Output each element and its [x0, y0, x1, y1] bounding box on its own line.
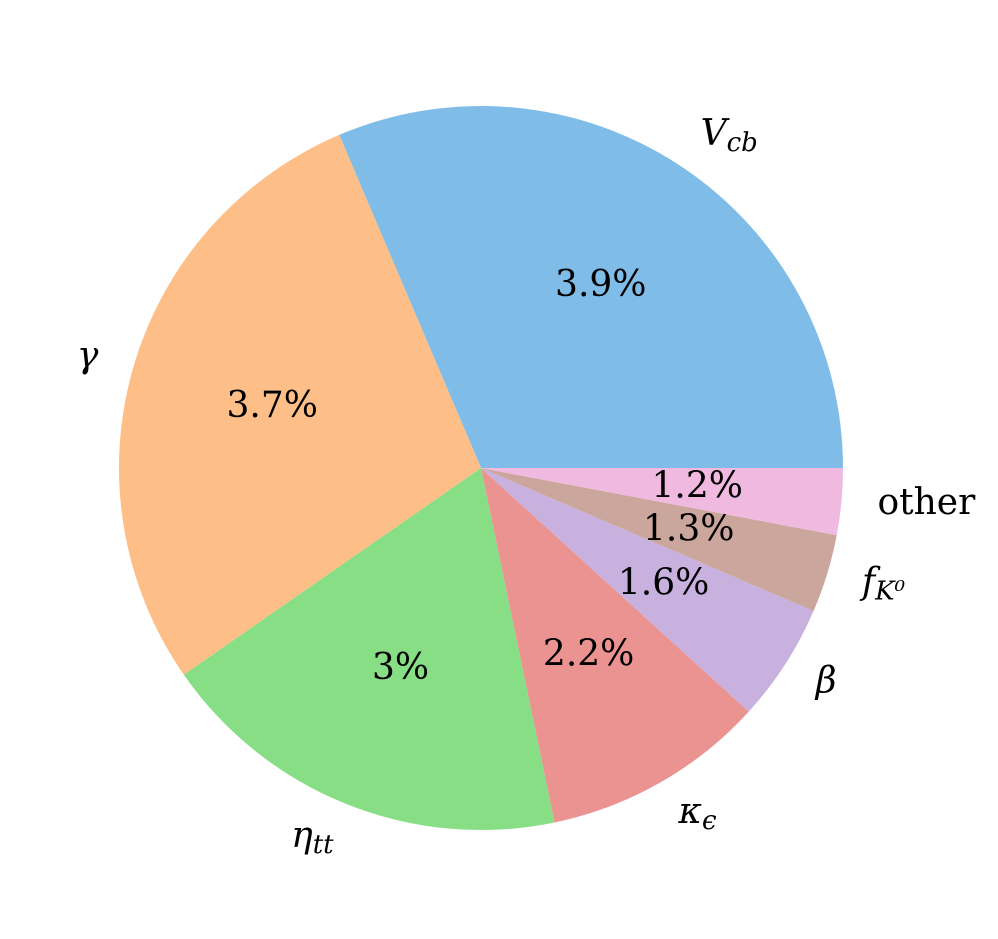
value-label: 3% — [372, 647, 429, 688]
value-label: 1.6% — [618, 563, 709, 604]
value-label: 1.2% — [652, 465, 743, 506]
value-label: 1.3% — [643, 508, 734, 549]
slice-label: γ — [77, 335, 99, 376]
pie-slice — [339, 105, 843, 468]
slice-label: ηtt — [291, 815, 334, 860]
pie-slice — [183, 468, 555, 831]
pie-slice — [481, 468, 837, 611]
slice-label: fK⁰ — [859, 561, 906, 606]
value-label: 3.9% — [555, 264, 646, 305]
slice-label: β — [814, 661, 837, 702]
value-label: 2.2% — [543, 634, 634, 675]
value-label: 3.7% — [227, 385, 318, 426]
pie-slice — [481, 468, 843, 536]
slice-label: Vcb — [701, 113, 758, 158]
pie-slice — [118, 134, 481, 675]
pie-slice — [481, 468, 749, 823]
pie-slice — [481, 468, 814, 712]
slice-label: κϵ — [677, 791, 717, 836]
slice-label: other — [877, 482, 976, 523]
